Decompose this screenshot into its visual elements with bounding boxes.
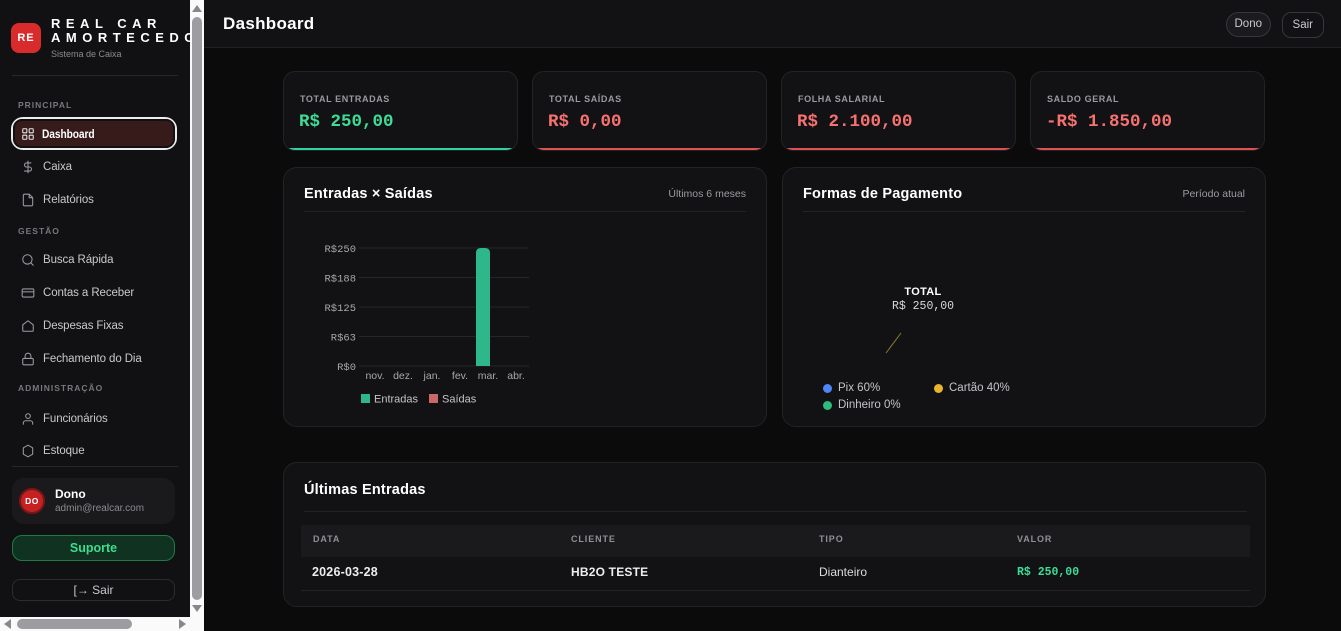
svg-text:fev.: fev. (452, 370, 468, 382)
svg-text:Saídas: Saídas (442, 394, 477, 406)
svg-text:R$0: R$0 (337, 362, 356, 374)
svg-text:abr.: abr. (507, 370, 525, 382)
svg-text:dez.: dez. (393, 370, 413, 382)
svg-text:R$188: R$188 (324, 274, 356, 286)
svg-text:mar.: mar. (478, 370, 498, 382)
svg-text:nov.: nov. (365, 370, 384, 382)
svg-text:R$125: R$125 (324, 303, 356, 315)
svg-text:jan.: jan. (423, 370, 441, 382)
svg-text:R$63: R$63 (331, 333, 356, 345)
svg-text:R$250: R$250 (324, 244, 356, 256)
svg-text:Entradas: Entradas (374, 394, 419, 406)
